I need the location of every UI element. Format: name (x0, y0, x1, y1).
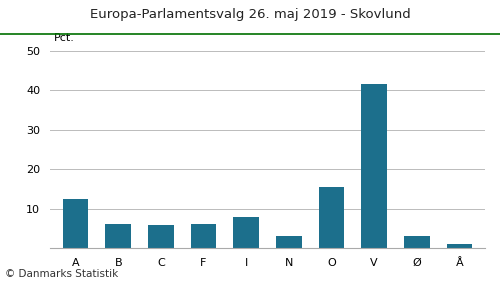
Bar (190, 224, 216, 248)
Bar (63, 199, 88, 248)
Text: Pct.: Pct. (54, 33, 75, 43)
Bar (106, 224, 131, 248)
Text: Europa-Parlamentsvalg 26. maj 2019 - Skovlund: Europa-Parlamentsvalg 26. maj 2019 - Sko… (90, 8, 410, 21)
Bar (276, 236, 301, 248)
Bar (234, 217, 259, 248)
Bar (148, 225, 174, 248)
Bar (446, 244, 472, 248)
Bar (362, 84, 387, 248)
Text: © Danmarks Statistik: © Danmarks Statistik (5, 269, 118, 279)
Bar (404, 236, 429, 248)
Bar (318, 187, 344, 248)
